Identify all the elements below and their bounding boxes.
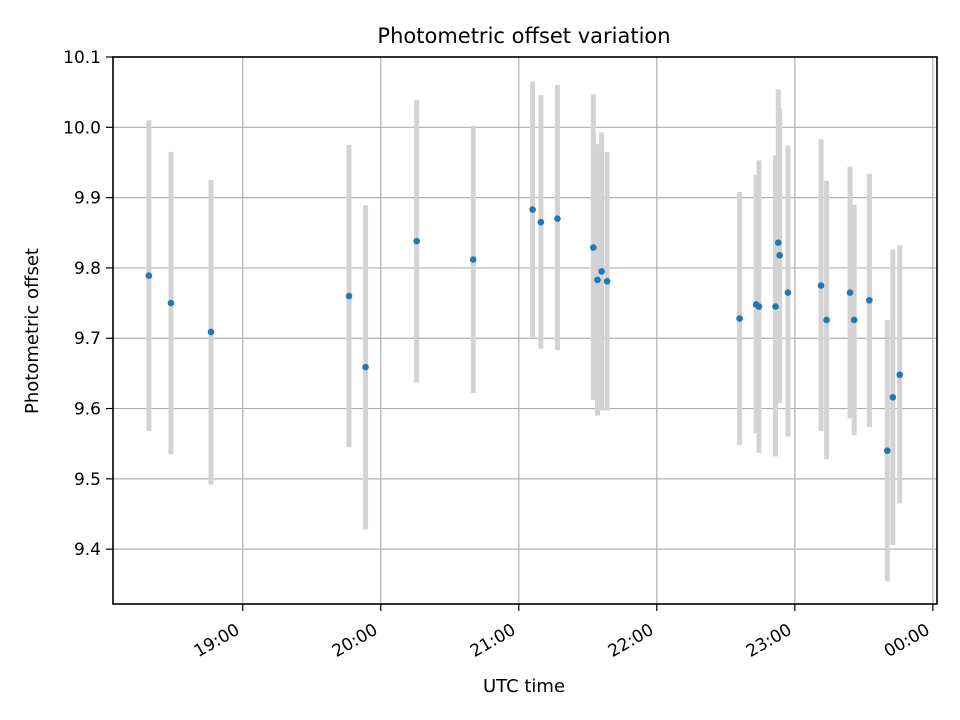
x-axis-label: UTC time [483, 676, 565, 697]
data-point [167, 299, 175, 307]
y-tick-label: 9.9 [74, 189, 101, 209]
y-tick-label: 9.6 [74, 400, 101, 420]
data-point [866, 296, 873, 304]
data-point [345, 292, 353, 300]
plot-area: 19:00 20:00 21:00 22:00 23:00 00:009.49.59.69… [63, 48, 938, 662]
data-point [554, 215, 561, 223]
data-point [896, 371, 904, 379]
data-point [774, 239, 782, 246]
data-point [817, 282, 825, 289]
y-tick-label: 9.5 [74, 470, 101, 490]
data-point [736, 315, 743, 322]
data-point [772, 303, 779, 310]
data-point [207, 328, 215, 336]
data-point [413, 237, 420, 245]
y-tick-label: 9.4 [74, 540, 101, 560]
data-point [889, 393, 897, 401]
data-point [850, 316, 858, 324]
data-point [362, 363, 369, 371]
data-point [537, 218, 545, 226]
chart-title: Photometric offset variation [377, 24, 670, 48]
y-tick-label: 10.0 [63, 118, 101, 138]
data-point [598, 268, 605, 275]
data-point [594, 276, 601, 284]
data-point [776, 251, 783, 259]
data-point [603, 277, 611, 285]
data-point [469, 256, 477, 263]
data-point [590, 244, 597, 251]
y-tick-label: 10.1 [63, 48, 101, 68]
data-point [784, 289, 792, 296]
data-point [145, 272, 153, 279]
data-point [755, 303, 763, 310]
data-point [529, 206, 536, 213]
axes-frame [112, 56, 938, 605]
y-tick-label: 9.8 [74, 259, 101, 279]
data-point [846, 289, 854, 296]
data-point [823, 316, 830, 324]
y-tick-label: 9.7 [74, 329, 101, 349]
y-axis-label: Photometric offset [22, 248, 43, 414]
data-point [884, 447, 891, 455]
